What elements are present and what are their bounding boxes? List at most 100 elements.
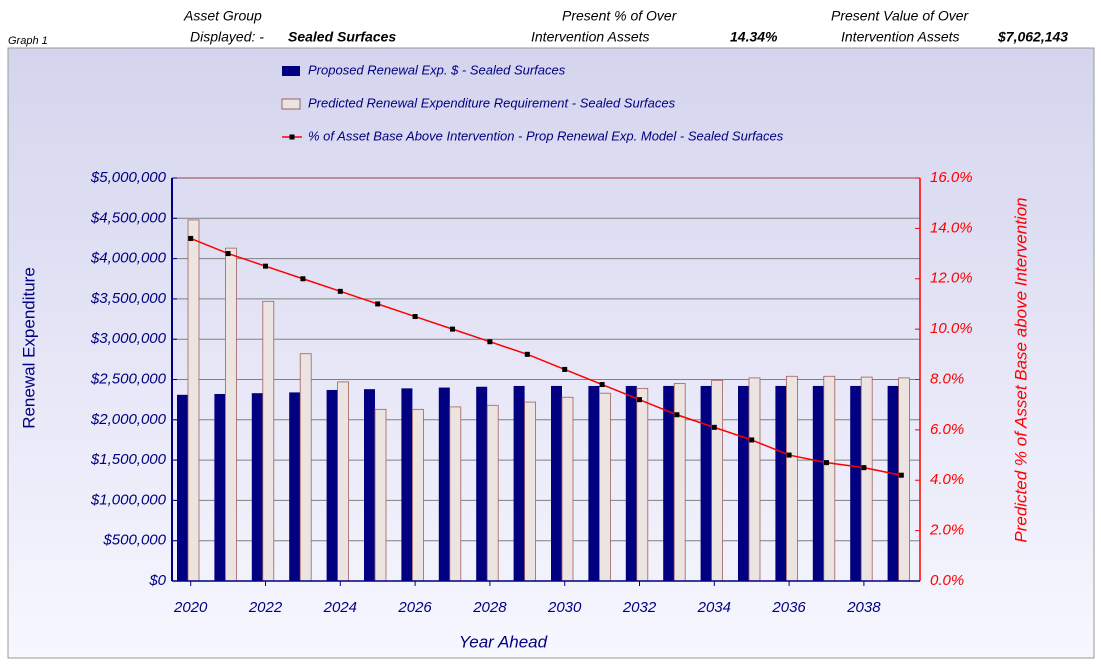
bar [860,376,873,582]
line-marker [861,465,867,471]
y2-tick-label: 6.0% [930,421,964,438]
bar [850,385,862,581]
legend-label: Proposed Renewal Exp. $ - Sealed Surface… [308,62,566,77]
bar [775,385,787,581]
y-axis-title: Renewal Expenditure [19,267,38,429]
bar [599,392,611,582]
legend-swatch [289,134,295,140]
y-tick-label: $3,500,000 [90,290,167,307]
bar [887,385,899,581]
legend-swatch [281,98,301,110]
header-label: Present % of Over [562,8,678,24]
y-tick-label: $2,000,000 [90,411,167,428]
line-series [190,237,902,476]
bar [476,386,488,581]
x-tick-label: 2030 [547,599,582,616]
y-tick-label: $500,000 [102,532,166,549]
x-tick-label: 2022 [248,599,283,616]
bar [449,406,462,582]
x-tick-label: 2026 [397,599,432,616]
x-tick-label: 2024 [323,599,357,616]
bar [187,219,200,582]
bar [299,353,312,582]
x-tick-label: 2028 [472,599,507,616]
header-label: Displayed: - [190,29,264,45]
y-tick-label: $5,000,000 [90,169,167,186]
y2-tick-label: 4.0% [930,471,964,488]
bar [364,389,375,581]
y-tick-label: $0 [148,572,166,589]
header-value: Sealed Surfaces [288,29,396,45]
line-marker [412,314,418,320]
bar [337,381,350,582]
header-value: 14.34% [730,29,778,45]
x-tick-label: 2032 [622,599,657,616]
x-axis-title: Year Ahead [459,632,548,651]
legend-swatch [282,66,300,76]
bar [251,393,263,581]
bar [700,385,712,581]
graph-label: Graph 1 [8,35,48,47]
x-tick-label: 2020 [173,599,208,616]
legend-label: Predicted Renewal Expenditure Requiremen… [308,95,676,110]
y-tick-label: $4,000,000 [90,250,167,267]
bar [262,300,275,582]
x-tick-label: 2034 [697,599,731,616]
bar [513,385,525,581]
line-marker [562,366,568,372]
bar [524,401,536,582]
line-marker [300,276,306,282]
header-label: Asset Group [183,8,262,24]
bar [898,377,910,582]
header-value: $7,062,143 [997,29,1068,45]
header-label: Present Value of Over [831,8,970,24]
y-tick-label: $1,500,000 [90,451,167,468]
bar [738,385,749,581]
bar [636,387,649,582]
y-tick-label: $2,500,000 [90,370,167,387]
line-marker [375,301,381,307]
y2-tick-label: 16.0% [930,169,973,186]
header-label: Intervention Assets [841,29,960,45]
bar [786,375,798,582]
bar [486,404,499,582]
bar [438,387,450,581]
bar [224,247,237,582]
line-marker [337,288,343,294]
line-marker [674,412,680,418]
line-marker [786,452,792,458]
line-marker [599,382,605,388]
bar [748,377,761,582]
x-tick-label: 2036 [771,599,806,616]
line-marker [749,437,755,443]
line-marker [637,397,642,403]
y2-tick-label: 12.0% [930,270,973,287]
line-marker [824,460,829,466]
bar [374,408,387,582]
bar [214,394,226,581]
line-marker [898,472,904,478]
bar [625,385,637,581]
line-marker [711,424,717,430]
line-marker [263,263,268,269]
bar [551,385,562,581]
line-marker [524,351,530,357]
bar [812,385,824,581]
bar [711,379,723,582]
y-tick-label: $3,000,000 [90,330,167,347]
line-marker [450,326,455,332]
y2-tick-label: 14.0% [930,219,973,236]
bar [823,375,836,582]
legend-label: % of Asset Base Above Intervention - Pro… [308,128,784,143]
bar [588,385,600,581]
bar [561,396,574,582]
bar [326,389,338,581]
y2-tick-label: 2.0% [929,522,964,539]
header-label: Intervention Assets [531,29,650,45]
x-tick-label: 2038 [846,599,881,616]
y2-tick-label: 10.0% [930,320,973,337]
y-tick-label: $4,500,000 [90,209,167,226]
line-marker [487,339,493,345]
